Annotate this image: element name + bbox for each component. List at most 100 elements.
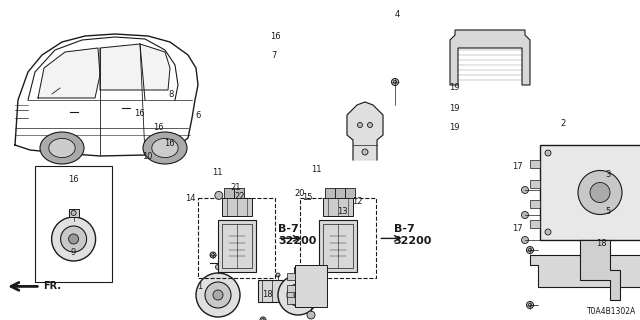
Polygon shape — [38, 48, 100, 98]
Text: 2: 2 — [561, 119, 566, 128]
Circle shape — [71, 211, 76, 215]
Bar — [345, 188, 355, 198]
Circle shape — [527, 301, 534, 308]
Ellipse shape — [49, 138, 76, 157]
Bar — [258, 280, 286, 302]
Text: 17: 17 — [512, 162, 522, 171]
Circle shape — [358, 123, 362, 127]
Text: 22: 22 — [235, 192, 245, 201]
Bar — [540, 145, 640, 240]
Text: 13: 13 — [337, 207, 348, 216]
Circle shape — [392, 78, 399, 85]
Circle shape — [215, 191, 223, 199]
Circle shape — [367, 123, 372, 127]
Circle shape — [245, 255, 251, 261]
Circle shape — [615, 282, 621, 288]
Circle shape — [276, 273, 280, 277]
Text: 10: 10 — [142, 152, 152, 161]
Polygon shape — [100, 44, 170, 90]
Bar — [530, 180, 540, 188]
Circle shape — [362, 149, 368, 155]
Bar — [234, 188, 244, 198]
Bar — [323, 198, 353, 216]
Circle shape — [522, 236, 529, 244]
Bar — [300, 198, 376, 278]
Circle shape — [545, 150, 551, 156]
Bar — [325, 188, 335, 198]
Ellipse shape — [152, 138, 178, 157]
Text: 11: 11 — [312, 165, 322, 174]
Text: 16: 16 — [68, 175, 79, 184]
Text: 9: 9 — [71, 248, 76, 257]
Circle shape — [590, 182, 610, 203]
Text: FR.: FR. — [44, 281, 61, 292]
Text: 19: 19 — [449, 124, 460, 132]
Circle shape — [213, 290, 223, 300]
Circle shape — [205, 282, 231, 308]
Circle shape — [260, 317, 266, 320]
Circle shape — [296, 270, 301, 276]
Circle shape — [294, 291, 302, 299]
Bar — [287, 273, 295, 280]
Circle shape — [545, 229, 551, 235]
Bar — [68, 209, 79, 217]
Text: 15: 15 — [302, 193, 312, 202]
Bar — [335, 188, 345, 198]
Text: 7: 7 — [271, 52, 276, 60]
Polygon shape — [450, 30, 530, 85]
Text: 16: 16 — [154, 124, 164, 132]
Bar — [224, 188, 234, 198]
Polygon shape — [580, 240, 620, 300]
Circle shape — [578, 171, 622, 214]
Text: 12: 12 — [352, 197, 362, 206]
Bar — [218, 220, 256, 272]
Circle shape — [539, 256, 545, 262]
Circle shape — [61, 226, 86, 252]
Text: 3: 3 — [605, 170, 611, 179]
Circle shape — [307, 311, 315, 319]
Text: 8: 8 — [169, 90, 174, 99]
Text: 16: 16 — [164, 139, 175, 148]
Circle shape — [210, 252, 216, 258]
Bar — [222, 198, 252, 216]
Bar — [295, 265, 327, 307]
Circle shape — [522, 212, 529, 219]
Ellipse shape — [40, 132, 84, 164]
Circle shape — [216, 265, 221, 269]
Circle shape — [522, 187, 529, 194]
Text: 19: 19 — [449, 104, 460, 113]
Circle shape — [487, 35, 493, 41]
Bar — [323, 224, 353, 268]
Text: 16: 16 — [270, 32, 280, 41]
Bar — [198, 198, 275, 278]
Circle shape — [52, 217, 95, 261]
Text: 19: 19 — [449, 84, 460, 92]
Polygon shape — [530, 255, 640, 287]
Text: T0A4B1302A: T0A4B1302A — [587, 307, 636, 316]
Text: 18: 18 — [596, 239, 607, 248]
Circle shape — [278, 275, 318, 315]
Text: 6: 6 — [196, 111, 201, 120]
Text: 5: 5 — [605, 207, 611, 216]
Text: 14: 14 — [186, 194, 196, 203]
Text: 1: 1 — [197, 282, 202, 291]
Bar — [319, 220, 357, 272]
Bar — [294, 267, 302, 275]
Circle shape — [392, 79, 398, 85]
Circle shape — [68, 234, 79, 244]
Bar — [35, 166, 112, 282]
Text: B-7
32200: B-7 32200 — [278, 224, 317, 246]
Text: 17: 17 — [512, 224, 522, 233]
Bar — [530, 220, 540, 228]
Text: 11: 11 — [212, 168, 223, 177]
Text: 18: 18 — [262, 290, 273, 299]
Bar — [287, 297, 295, 304]
Bar — [287, 285, 295, 292]
Circle shape — [527, 246, 534, 253]
Polygon shape — [347, 102, 383, 160]
Bar — [530, 200, 540, 208]
Circle shape — [287, 284, 309, 306]
Bar — [222, 224, 252, 268]
Text: 16: 16 — [134, 109, 145, 118]
Bar — [530, 160, 540, 168]
